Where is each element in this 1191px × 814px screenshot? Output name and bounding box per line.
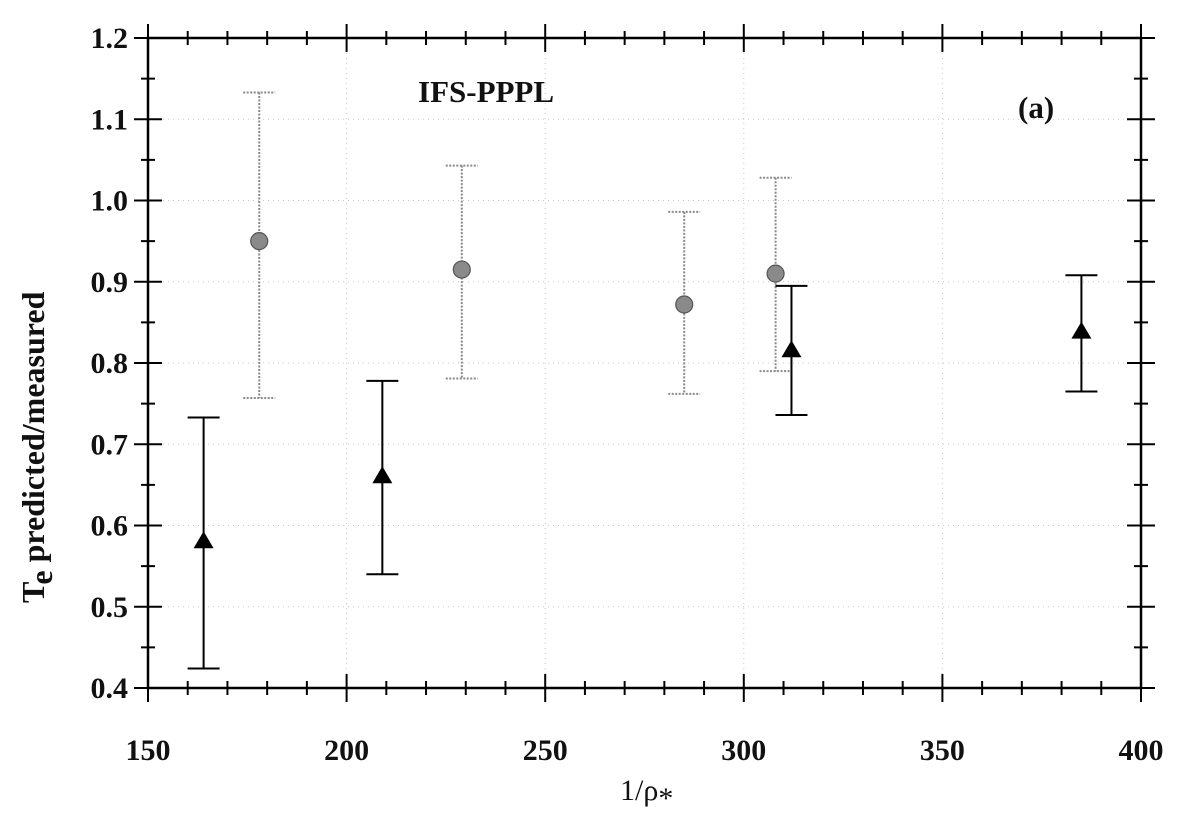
y-tick-label: 1.2	[91, 22, 129, 55]
y-axis-title-main: T	[15, 582, 51, 603]
data-point-circle	[766, 264, 785, 283]
x-tick-label: 300	[721, 734, 766, 767]
x-tick-label: 350	[920, 734, 965, 767]
ticks-layer	[134, 24, 1155, 702]
data-point-triangle	[781, 340, 802, 358]
y-tick-label: 0.5	[91, 591, 129, 624]
x-tick-label: 150	[126, 734, 171, 767]
y-axis-title: Te predicted/measured	[15, 291, 59, 603]
x-tick-label: 200	[324, 734, 369, 767]
data-point-triangle	[372, 466, 393, 484]
data-point-triangle	[193, 531, 214, 549]
data-layer	[187, 91, 1098, 670]
plot-frame	[146, 36, 1143, 690]
y-tick-label: 1.0	[91, 185, 129, 218]
y-tick-label: 0.4	[91, 672, 129, 705]
y-tick-label: 0.8	[91, 347, 129, 380]
chart-annotation-label: IFS-PPPL	[418, 74, 554, 109]
tick-labels-layer: 150 200 250 300 350 400 0.4 0.5 0.6 0.7 0.8 0.9 1.0 1…	[91, 22, 1164, 767]
x-axis-title-main: 1/ρ	[620, 774, 658, 807]
grid-layer	[148, 38, 1141, 688]
y-tick-label: 0.9	[91, 266, 129, 299]
panel-label: (a)	[1018, 90, 1054, 125]
x-tick-label: 400	[1119, 734, 1164, 767]
y-tick-label: 1.1	[91, 103, 129, 136]
data-point-circle	[452, 260, 471, 279]
y-tick-label: 0.7	[91, 428, 129, 461]
x-axis-title-subscript: *	[658, 782, 673, 814]
x-tick-label: 250	[523, 734, 568, 767]
data-point-circle	[250, 232, 269, 251]
y-tick-label: 0.6	[91, 510, 129, 543]
x-axis-title: 1/ρ*	[620, 774, 673, 814]
data-point-triangle	[1071, 321, 1092, 339]
y-axis-title-rest: predicted/measured	[15, 291, 51, 570]
y-axis-title-subscript: e	[23, 570, 59, 584]
data-point-circle	[675, 295, 694, 314]
